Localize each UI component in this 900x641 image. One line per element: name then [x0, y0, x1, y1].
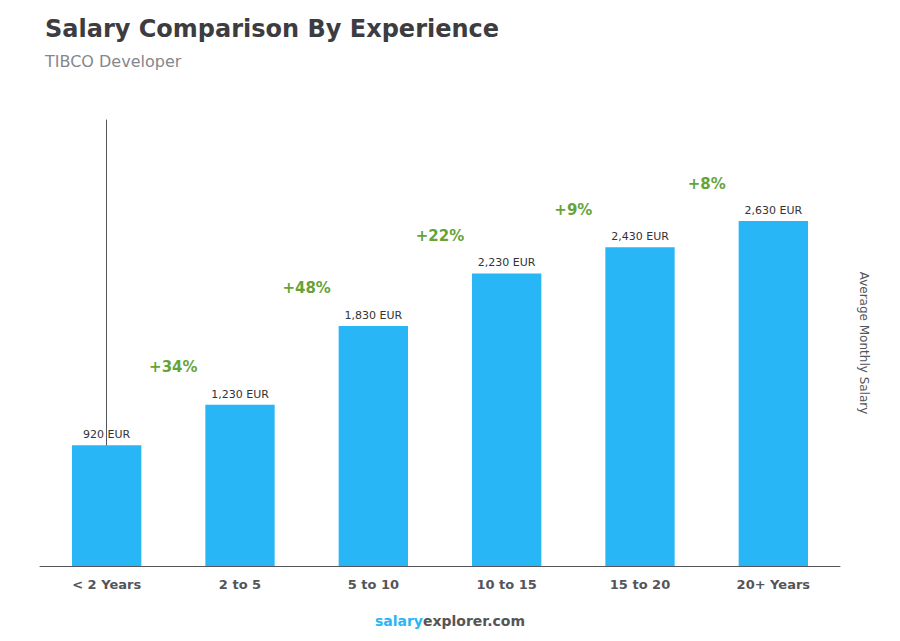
- svg-text:+34%: +34%: [149, 358, 197, 376]
- svg-text:salary: salary: [375, 613, 423, 629]
- svg-text:1,830 EUR: 1,830 EUR: [345, 309, 403, 322]
- svg-text:10 to 15: 10 to 15: [476, 577, 536, 592]
- svg-text:+48%: +48%: [282, 279, 330, 297]
- svg-text:explorer.com: explorer.com: [423, 613, 525, 629]
- svg-text:Salary Comparison By Experienc: Salary Comparison By Experience: [45, 15, 499, 43]
- svg-text:+8%: +8%: [688, 175, 726, 193]
- svg-text:TIBCO Developer: TIBCO Developer: [44, 52, 182, 71]
- svg-text:+9%: +9%: [554, 201, 592, 219]
- svg-text:2,630 EUR: 2,630 EUR: [745, 204, 803, 217]
- svg-text:15 to 20: 15 to 20: [610, 577, 670, 592]
- svg-text:Average Monthly Salary: Average Monthly Salary: [857, 272, 871, 415]
- svg-text:5 to 10: 5 to 10: [348, 577, 399, 592]
- svg-text:+22%: +22%: [416, 227, 464, 245]
- svg-text:2,430 EUR: 2,430 EUR: [611, 230, 669, 243]
- svg-text:20+ Years: 20+ Years: [737, 577, 811, 592]
- svg-text:1,230 EUR: 1,230 EUR: [211, 388, 269, 401]
- svg-text:2,230 EUR: 2,230 EUR: [478, 256, 536, 269]
- svg-text:2 to 5: 2 to 5: [219, 577, 261, 592]
- svg-text:< 2 Years: < 2 Years: [72, 577, 141, 592]
- svg-text:920 EUR: 920 EUR: [83, 428, 130, 441]
